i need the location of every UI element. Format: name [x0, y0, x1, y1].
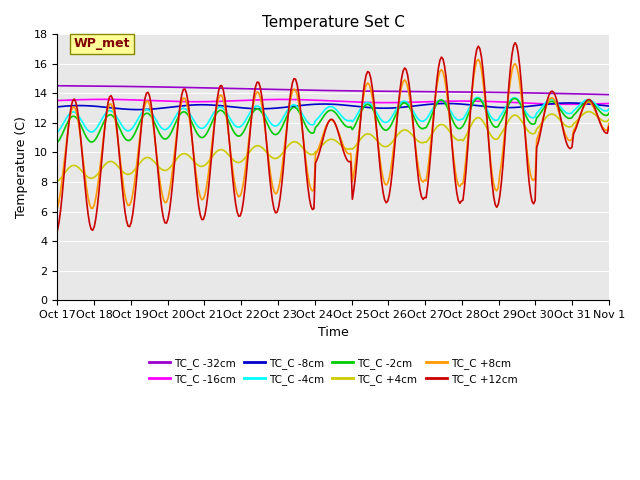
TC_C +8cm: [123, 199, 131, 205]
TC_C -8cm: [565, 100, 573, 106]
TC_C -16cm: [100, 96, 108, 102]
TC_C +8cm: [296, 109, 304, 115]
TC_C -8cm: [220, 103, 227, 109]
TC_C -32cm: [295, 87, 303, 93]
TC_C -8cm: [247, 106, 255, 111]
TC_C -2cm: [295, 108, 303, 114]
TC_C -8cm: [135, 107, 143, 112]
Y-axis label: Temperature (C): Temperature (C): [15, 116, 28, 218]
TC_C -4cm: [218, 105, 226, 110]
TC_C -8cm: [296, 103, 304, 108]
Line: TC_C +8cm: TC_C +8cm: [58, 60, 609, 208]
TC_C -4cm: [295, 105, 303, 111]
Line: TC_C +4cm: TC_C +4cm: [58, 112, 609, 181]
TC_C +4cm: [605, 117, 612, 122]
TC_C +12cm: [246, 137, 253, 143]
TC_C +8cm: [474, 57, 482, 62]
TC_C -32cm: [54, 83, 61, 89]
TC_C +8cm: [220, 96, 227, 102]
TC_C +4cm: [236, 159, 244, 165]
Line: TC_C +12cm: TC_C +12cm: [58, 43, 609, 230]
Line: TC_C -32cm: TC_C -32cm: [58, 86, 609, 95]
TC_C +8cm: [238, 189, 246, 194]
TC_C -16cm: [238, 97, 246, 103]
Title: Temperature Set C: Temperature Set C: [262, 15, 404, 30]
TC_C +12cm: [605, 124, 612, 130]
TC_C -2cm: [218, 108, 226, 113]
TC_C -8cm: [577, 100, 585, 106]
TC_C -16cm: [605, 101, 612, 107]
TC_C +4cm: [54, 179, 61, 184]
TC_C +4cm: [295, 141, 303, 146]
TC_C +12cm: [121, 209, 129, 215]
TC_C +12cm: [236, 213, 244, 219]
TC_C -16cm: [577, 101, 585, 107]
TC_C -32cm: [121, 84, 129, 89]
Line: TC_C -2cm: TC_C -2cm: [58, 98, 609, 143]
Line: TC_C -8cm: TC_C -8cm: [58, 103, 609, 109]
TC_C +4cm: [574, 117, 582, 122]
TC_C -4cm: [576, 102, 584, 108]
X-axis label: Time: Time: [318, 325, 349, 338]
TC_C -8cm: [605, 103, 612, 109]
Legend: TC_C -32cm, TC_C -16cm, TC_C -8cm, TC_C -4cm, TC_C -2cm, TC_C +4cm, TC_C +8cm, T: TC_C -32cm, TC_C -16cm, TC_C -8cm, TC_C …: [145, 353, 522, 389]
TC_C +12cm: [576, 115, 584, 120]
TC_C -16cm: [220, 98, 227, 104]
TC_C -4cm: [474, 95, 482, 100]
TC_C +8cm: [54, 205, 61, 211]
TC_C -2cm: [121, 135, 129, 141]
Text: WP_met: WP_met: [74, 37, 131, 50]
TC_C -8cm: [121, 106, 129, 112]
TC_C -2cm: [576, 105, 584, 111]
TC_C +4cm: [246, 149, 253, 155]
TC_C -4cm: [236, 124, 244, 130]
TC_C +12cm: [511, 40, 519, 46]
TC_C -4cm: [605, 106, 612, 112]
TC_C -2cm: [605, 110, 612, 116]
TC_C -16cm: [247, 97, 255, 103]
TC_C -8cm: [238, 105, 246, 111]
TC_C -4cm: [54, 129, 61, 135]
TC_C +8cm: [89, 205, 97, 211]
TC_C -32cm: [605, 92, 612, 97]
TC_C -2cm: [246, 116, 253, 122]
TC_C +12cm: [218, 83, 226, 88]
Line: TC_C -16cm: TC_C -16cm: [58, 99, 609, 104]
TC_C +12cm: [54, 228, 61, 233]
TC_C +8cm: [605, 121, 612, 127]
TC_C +12cm: [295, 90, 303, 96]
TC_C -4cm: [246, 111, 253, 117]
TC_C -16cm: [565, 101, 573, 107]
TC_C -32cm: [574, 91, 582, 97]
TC_C +4cm: [585, 109, 593, 115]
TC_C -2cm: [474, 96, 482, 101]
TC_C -4cm: [121, 127, 129, 132]
TC_C -2cm: [54, 140, 61, 145]
TC_C -16cm: [296, 97, 304, 103]
TC_C -32cm: [246, 86, 253, 92]
TC_C -32cm: [218, 85, 226, 91]
Line: TC_C -4cm: TC_C -4cm: [58, 97, 609, 132]
TC_C +4cm: [121, 170, 129, 176]
TC_C -16cm: [123, 97, 131, 103]
TC_C -32cm: [236, 86, 244, 92]
TC_C -2cm: [236, 133, 244, 139]
TC_C +8cm: [577, 109, 585, 115]
TC_C +8cm: [247, 119, 255, 124]
TC_C +4cm: [218, 147, 226, 153]
TC_C -8cm: [54, 104, 61, 110]
TC_C -16cm: [54, 97, 61, 103]
